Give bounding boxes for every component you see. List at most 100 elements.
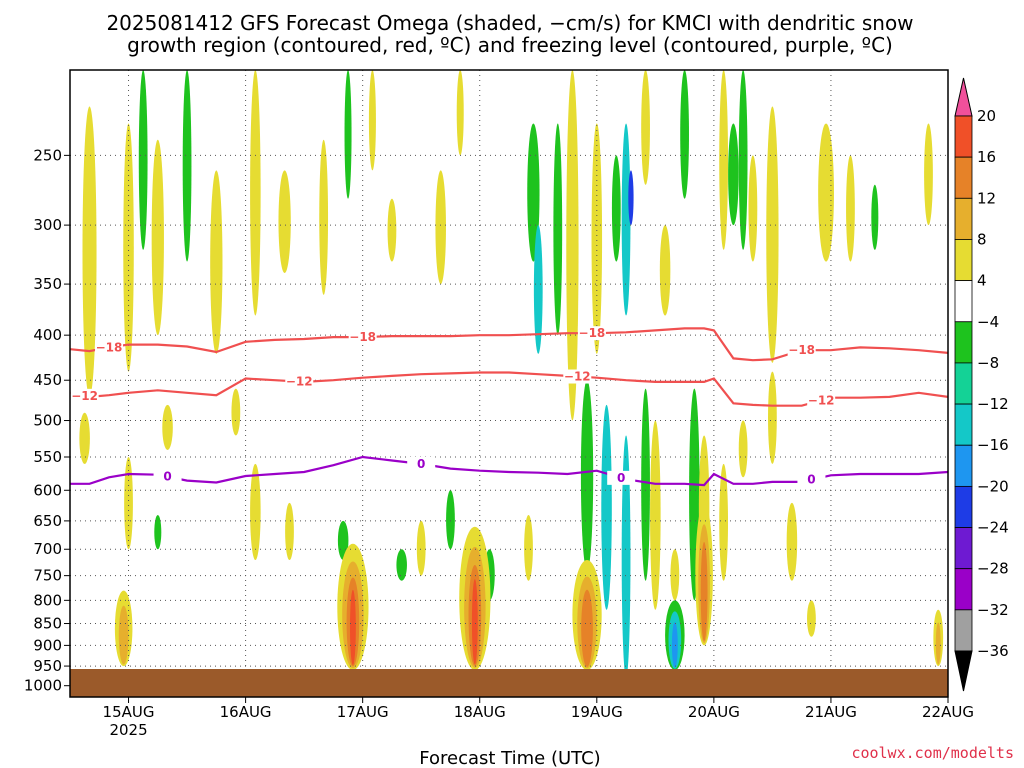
contour-label: 0 xyxy=(417,457,425,471)
omega-core-layer xyxy=(581,589,593,667)
y-axis: 250 300 350 400 450 500 550 600 650 700 750 800 850 9… xyxy=(24,146,70,695)
omega-core-layer xyxy=(935,622,941,665)
y-tick-label: 250 xyxy=(33,146,62,164)
omega-shade-cell xyxy=(591,123,603,354)
x-tick-label: 20AUG xyxy=(688,703,740,721)
omega-shade-cell xyxy=(250,463,261,561)
colorbar-label: 16 xyxy=(977,148,996,166)
contour-label: −12 xyxy=(564,370,591,384)
terrain-ground xyxy=(70,669,948,697)
omega-shade-cell xyxy=(154,514,162,550)
contour-label: −18 xyxy=(579,326,606,340)
omega-shade-cell xyxy=(566,70,579,421)
colorbar-bottom-arrow xyxy=(954,650,973,692)
omega-shade-cell xyxy=(807,600,816,637)
colorbar-swatch xyxy=(954,444,973,487)
omega-core-layer xyxy=(471,579,478,665)
plot-background xyxy=(70,70,948,697)
x-tick-label: 19AUG xyxy=(571,703,623,721)
contour-label-bg xyxy=(95,340,124,355)
y-tick-label: 950 xyxy=(33,657,62,675)
omega-shade-cell xyxy=(210,170,223,354)
contour-label: −18 xyxy=(349,330,376,344)
watermark: coolwx.com/modelts xyxy=(851,744,1014,762)
y-tick-label: 550 xyxy=(33,448,62,466)
x-tick-label: 15AUG xyxy=(103,703,155,721)
y-tick-label: 700 xyxy=(33,540,62,558)
omega-shade-cell xyxy=(124,456,133,550)
omega-shade-cell xyxy=(719,70,729,250)
colorbar-label: −24 xyxy=(977,519,1009,537)
contour-label: −18 xyxy=(96,340,123,354)
omega-shade-cell xyxy=(231,388,241,436)
contour-label: −18 xyxy=(788,343,815,357)
colorbar-swatch xyxy=(954,568,973,611)
omega-shade-cell xyxy=(527,123,540,262)
omega-shade-cell xyxy=(601,404,612,610)
x-tick-label: 18AUG xyxy=(454,703,506,721)
omega-core-layer xyxy=(700,542,708,642)
colorbar-label: −32 xyxy=(977,601,1009,619)
colorbar-label: −36 xyxy=(977,642,1009,660)
y-tick-label: 900 xyxy=(33,636,62,654)
chart-title-line-2: growth region (contoured, red, ºC) and f… xyxy=(127,33,893,57)
omega-shading xyxy=(79,70,944,678)
chart-title-line-1: 2025081412 GFS Forecast Omega (shaded, −… xyxy=(106,11,913,35)
y-tick-label: 500 xyxy=(33,412,62,430)
omega-shade-cell xyxy=(641,70,650,185)
contour-label-bg xyxy=(285,374,314,389)
x-tick-label: 16AUG xyxy=(220,703,272,721)
contour-label: 0 xyxy=(163,470,171,484)
omega-shade-cell xyxy=(387,198,397,262)
omega-shade-cell xyxy=(768,371,777,464)
colorbar-label: −4 xyxy=(977,313,999,331)
x-axis-label: Forecast Time (UTC) xyxy=(419,748,600,768)
y-tick-label: 600 xyxy=(33,481,62,499)
colorbar-swatch xyxy=(954,321,973,364)
omega-shade-cell xyxy=(650,420,661,610)
contour-label: −12 xyxy=(286,375,313,389)
omega-shade-cell xyxy=(670,549,680,601)
contour-line-0 xyxy=(70,455,948,487)
contour-label-bg xyxy=(787,343,816,358)
omega-shade-cell xyxy=(621,123,631,316)
colorbar-label: −12 xyxy=(977,395,1009,413)
contour-label: −12 xyxy=(808,393,835,407)
y-tick-label: 650 xyxy=(33,512,62,530)
omega-shade-cell xyxy=(182,70,192,262)
omega-shade-cell xyxy=(846,155,855,262)
colorbar: 20 16 12 8 4 −4 −8 −12 −16 −20 −24 −28 −32 −36 xyxy=(954,77,1009,692)
y-tick-label: 800 xyxy=(33,591,62,609)
omega-shade-cell xyxy=(719,463,729,581)
colorbar-swatch xyxy=(954,280,973,323)
colorbar-swatch xyxy=(954,115,973,158)
omega-shade-cell xyxy=(580,380,594,571)
omega-core-layer xyxy=(349,589,356,665)
x-tick-label: 21AUG xyxy=(805,703,857,721)
x-tick-label: 17AUG xyxy=(337,703,389,721)
contour-lines: −18 −18 −18 −18 −12 −12 −12 −12 0 0 0 0 xyxy=(70,326,948,487)
colorbar-swatch xyxy=(954,362,973,405)
contour-label: −12 xyxy=(71,389,98,403)
y-tick-label: 450 xyxy=(33,371,62,389)
colorbar-label: 8 xyxy=(977,230,987,248)
colorbar-label: −20 xyxy=(977,477,1009,495)
omega-shade-cell xyxy=(82,106,97,397)
contour-label-bg xyxy=(607,470,636,485)
contour-label-bg xyxy=(797,472,826,487)
omega-shade-cell xyxy=(553,123,563,336)
colorbar-top-arrow xyxy=(954,77,973,117)
colorbar-swatch xyxy=(954,403,973,446)
omega-shade-cell xyxy=(659,225,671,316)
colorbar-label: −8 xyxy=(977,354,999,372)
x-tick-label: 22AUG xyxy=(922,703,974,721)
omega-shade-cell xyxy=(138,70,148,250)
omega-core-layer xyxy=(118,605,129,665)
omega-shade-cell xyxy=(738,70,748,250)
omega-shade-cell xyxy=(278,170,291,273)
colorbar-swatch xyxy=(954,527,973,570)
omega-shade-cell xyxy=(368,70,376,171)
contour-label-bg xyxy=(807,393,836,408)
omega-shade-cell xyxy=(786,502,798,581)
omega-shade-cell xyxy=(319,139,329,295)
